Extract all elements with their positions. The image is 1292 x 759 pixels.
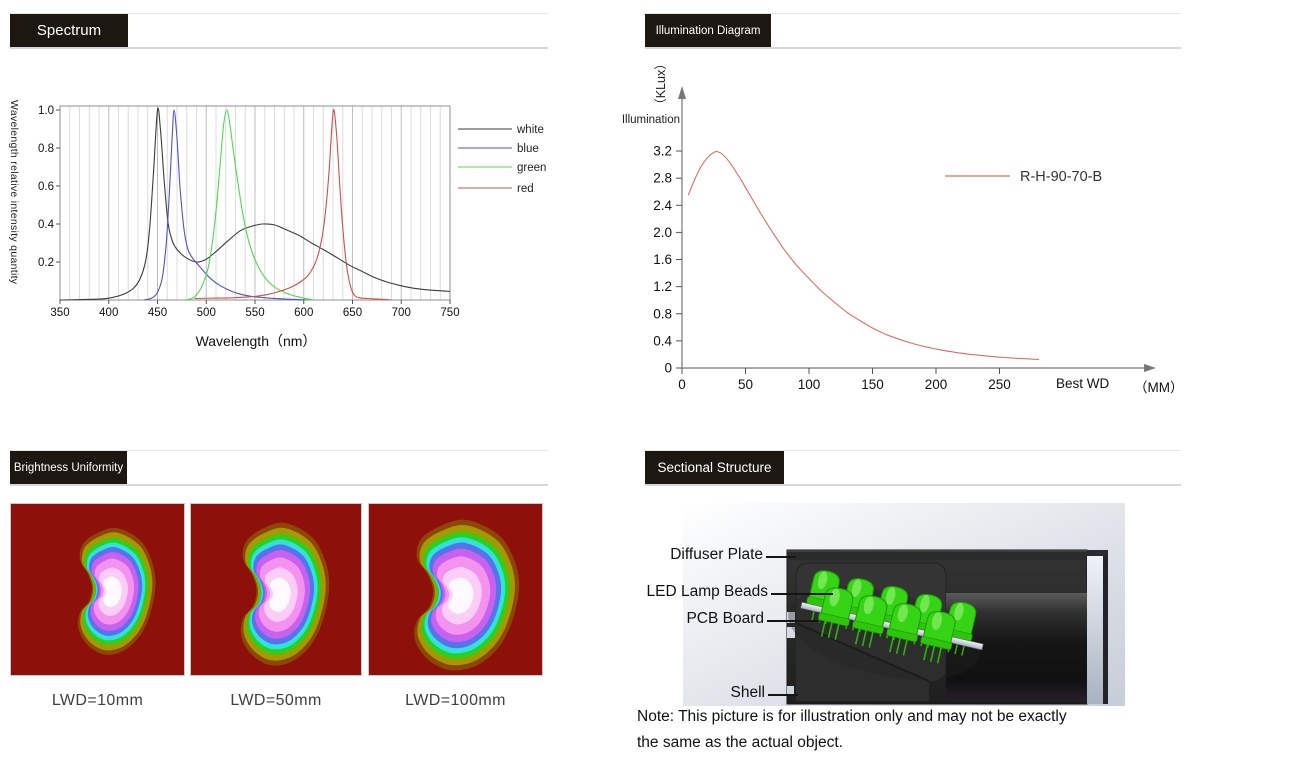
spectrum-y-axis-label: Wavelength relative intensity quantity [8,100,20,285]
svg-text:550: 550 [245,307,264,319]
svg-text:650: 650 [343,307,362,319]
svg-text:1.6: 1.6 [653,252,672,267]
svg-text:1.0: 1.0 [38,105,54,117]
svg-text:blue: blue [517,143,539,155]
uniformity-heatmap-lwd50 [190,503,362,676]
leader-line-diffuser [766,556,796,558]
label-diffuser-plate: Diffuser Plate [670,546,763,563]
svg-text:red: red [517,183,534,195]
structure-section-header: Sectional Structure [645,450,1181,486]
svg-text:3.2: 3.2 [653,144,672,159]
spectrum-section-title: Spectrum [10,14,128,47]
uniformity-heatmap-svg [369,504,542,675]
illumination-section-title: Illumination Diagram [645,14,771,47]
cavity-wedge [796,623,929,701]
svg-text:1.2: 1.2 [653,279,672,294]
uniformity-heatmap-svg [191,504,361,675]
structure-note-line1: Note: This picture is for illustration o… [637,708,1067,725]
svg-text:50: 50 [738,377,753,392]
structure-note-line2: the same as the actual object. [637,734,843,751]
svg-text:0.8: 0.8 [653,306,672,321]
svg-text:0: 0 [678,377,686,392]
leader-line-pcb [767,620,819,622]
svg-text:white: white [516,124,544,136]
spectrum-x-axis-label: Wavelength（nm） [195,333,317,349]
svg-text:0.2: 0.2 [38,257,54,269]
wedge-edge [795,622,930,682]
svg-text:0: 0 [664,361,672,376]
svg-text:700: 700 [392,307,411,319]
spectrum-chart: 0.2 0.4 0.6 0.8 1.0 350 400 450 500 550 600 650 700 7… [38,105,546,319]
wall-notch-top [787,612,795,623]
leader-line-shell [768,694,798,696]
housing-right-edge [1103,550,1108,704]
svg-text:R-H-90-70-B: R-H-90-70-B [1020,169,1102,185]
illumination-y-axis-label: Illumination [621,114,680,126]
illumination-chart: 0 0.4 0.8 1.2 1.6 2.0 2.4 2.8 3.2 0 50 100 150 200 250… [653,86,1156,392]
svg-text:2.0: 2.0 [653,225,672,240]
svg-text:green: green [517,162,546,174]
lwd10-caption: LWD=10mm [51,692,144,709]
svg-text:750: 750 [440,307,459,319]
uniformity-heatmap-lwd100 [368,503,543,676]
svg-text:150: 150 [861,377,884,392]
label-led-lamp-beads: LED Lamp Beads [646,583,769,600]
svg-text:200: 200 [925,377,948,392]
illumination-x-unit-label: （MM） [1134,380,1184,395]
label-shell: Shell [730,684,765,701]
diffuser-edge-highlight [1087,550,1103,704]
spectrum-section-header: Spectrum [10,13,548,49]
right-edge-cap [1087,550,1108,556]
uniformity-heatmap-lwd10 [10,503,185,676]
sectional-structure-image [683,503,1125,706]
svg-text:250: 250 [988,377,1011,392]
svg-text:0.4: 0.4 [38,219,55,231]
led-array [788,570,984,680]
lwd100-caption: LWD=100mm [405,692,506,709]
uniformity-heatmap-svg [11,504,184,675]
svg-text:500: 500 [197,307,216,319]
svg-text:450: 450 [148,307,167,319]
label-pcb-board: PCB Board [686,610,764,627]
diffuser-plate-shape [787,550,1087,560]
wall-notch-bottom [787,627,795,638]
svg-text:600: 600 [294,307,313,319]
uniformity-section-title: Brightness Uniformity [10,451,127,484]
illumination-x-axis-label: Best WD [1056,376,1110,391]
structure-note: Note: This picture is for illustration o… [637,704,1147,756]
structure-section-title: Sectional Structure [645,451,784,484]
svg-text:2.4: 2.4 [653,198,672,213]
leader-line-led [771,593,833,595]
svg-text:0.8: 0.8 [38,143,54,155]
svg-text:400: 400 [99,307,118,319]
uniformity-section-header: Brightness Uniformity [10,450,548,486]
svg-text:0.4: 0.4 [653,333,672,348]
illumination-section-header: Illumination Diagram [645,13,1181,49]
svg-text:100: 100 [798,377,821,392]
svg-text:2.8: 2.8 [653,171,672,186]
shell-lip-notch [787,686,794,694]
svg-text:350: 350 [50,307,69,319]
svg-text:0.6: 0.6 [38,181,54,193]
lwd50-caption: LWD=50mm [230,692,322,709]
housing-top-highlight [787,550,1087,552]
